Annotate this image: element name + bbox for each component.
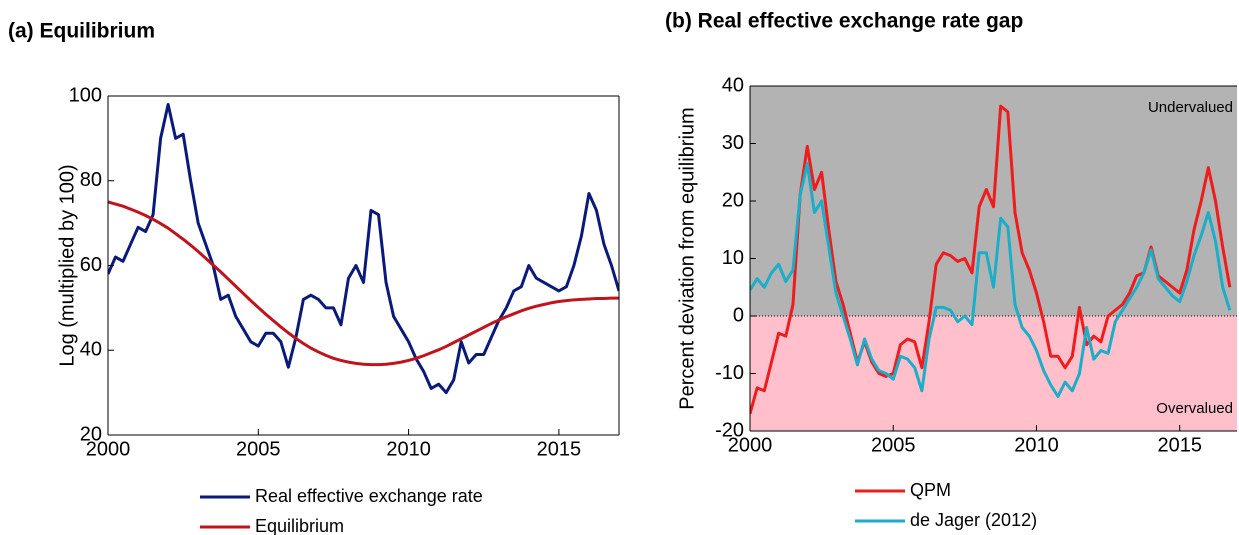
y-tick-label: 40 (80, 339, 102, 361)
y-axis-label: Percent deviation from equilibrium (676, 107, 698, 409)
chart-title: (a) Equilibrium (8, 20, 155, 43)
annotation: Overvalued (1156, 400, 1233, 417)
annotation: Undervalued (1148, 99, 1233, 116)
y-tick-label: 100 (69, 84, 102, 106)
y-tick-label: 40 (722, 74, 744, 96)
x-tick-label: 2005 (236, 438, 281, 460)
legend-label: de Jager (2012) (910, 510, 1037, 530)
x-tick-label: 2015 (1157, 434, 1202, 456)
y-tick-label: 60 (80, 254, 102, 276)
x-tick-label: 2000 (728, 434, 773, 456)
y-tick-label: 20 (80, 423, 102, 445)
legend-label: Real effective exchange rate (255, 486, 483, 506)
y-tick-label: 20 (722, 189, 744, 211)
chart-title: (b) Real effective exchange rate gap (665, 10, 1023, 33)
x-tick-label: 2010 (1014, 434, 1059, 456)
plot-area (108, 102, 619, 395)
y-tick-label: -10 (715, 362, 744, 384)
y-tick-label: -20 (715, 419, 744, 441)
y-axis-label: Log (multiplied by 100) (56, 164, 78, 366)
y-tick-label: 80 (80, 169, 102, 191)
plot-area (750, 104, 1232, 415)
x-tick-label: 2010 (386, 438, 431, 460)
x-tick-label: 2005 (871, 434, 916, 456)
series-line (108, 102, 619, 395)
y-tick-label: 30 (722, 132, 744, 154)
y-tick-label: 10 (722, 247, 744, 269)
y-tick-label: 0 (733, 304, 744, 326)
series-line (108, 200, 619, 367)
legend-label: QPM (910, 480, 951, 500)
legend-label: Equilibrium (255, 516, 344, 535)
x-tick-label: 2015 (537, 438, 582, 460)
shade-below (750, 316, 1237, 431)
series-line (750, 162, 1232, 398)
x-tick-label: 2000 (86, 438, 131, 460)
